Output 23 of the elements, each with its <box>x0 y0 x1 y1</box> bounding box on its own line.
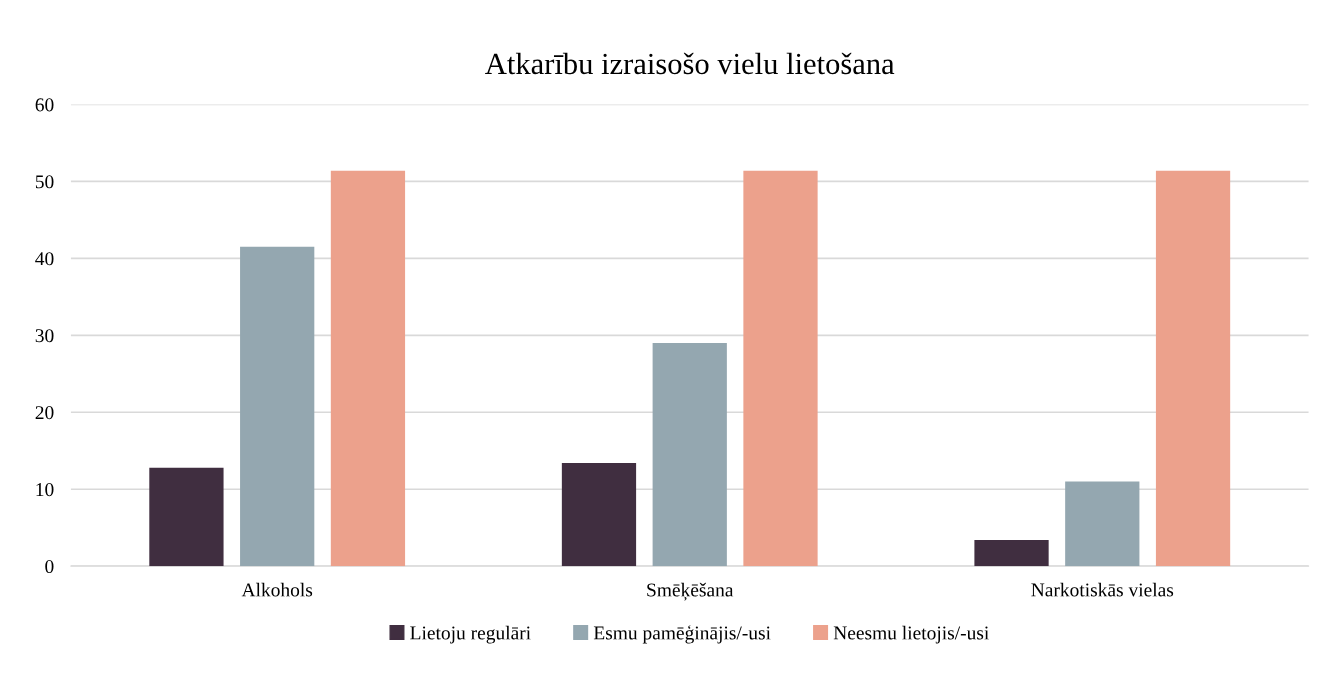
bar <box>743 170 818 567</box>
x-tick-label: Smēķēšana <box>647 582 734 601</box>
y-tick-label: 0 <box>45 559 54 574</box>
chart-title: Atkarību izraisošo vielu lietošana <box>485 52 895 75</box>
legend-label: Esmu pamēģinājis/-usi <box>593 625 771 644</box>
legend-label: Neesmu lietojis/-usi <box>833 625 989 644</box>
bar <box>561 463 637 567</box>
x-tick-label: Narkotiskās vielas <box>1031 582 1174 597</box>
y-tick-label: 10 <box>36 483 54 497</box>
bar <box>240 246 315 567</box>
y-tick-label: 50 <box>35 175 54 189</box>
bar <box>652 343 727 567</box>
y-tick-label: 40 <box>35 252 54 266</box>
x-tick-label: Alkohols <box>241 582 313 597</box>
legend-label: Lietoju regulāri <box>410 625 531 644</box>
y-tick-label: 30 <box>35 329 54 343</box>
y-tick-label: 20 <box>35 406 54 420</box>
y-tick-label: 60 <box>35 98 54 112</box>
bar <box>149 467 224 567</box>
bar <box>330 170 406 567</box>
bar <box>1155 170 1231 567</box>
bar <box>974 540 1049 567</box>
bar <box>1065 481 1140 567</box>
